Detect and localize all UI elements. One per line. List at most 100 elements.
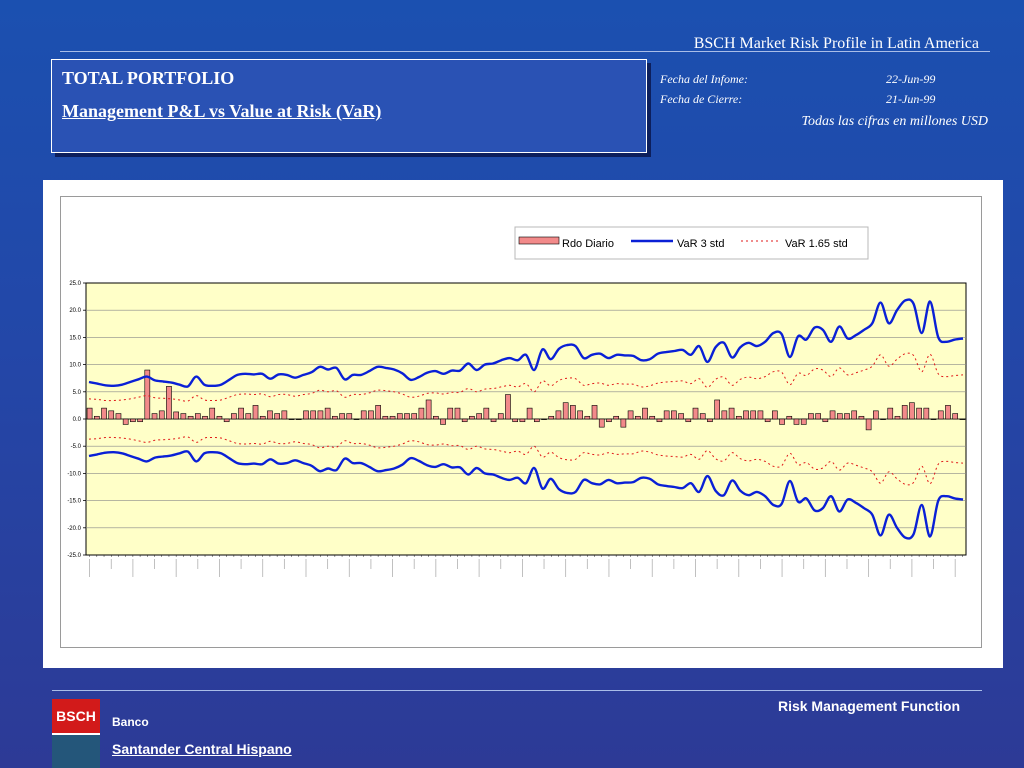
pnl-bar xyxy=(692,407,699,420)
pnl-bar xyxy=(880,418,886,420)
y-tick-label: -15.0 xyxy=(67,499,81,505)
pnl-bar xyxy=(368,410,374,420)
chart-frame: 25.0 20.0 15.0 10.0 5.0 0.0 -5.0 -10.0 -15.0 -20.… xyxy=(60,196,982,648)
legend-label-var3: VaR 3 std xyxy=(677,238,725,250)
page-subtitle: Management P&L vs Value at Risk (VaR) xyxy=(62,101,382,121)
pnl-bar xyxy=(591,405,598,420)
pnl-bar xyxy=(764,418,771,423)
pnl-bar xyxy=(288,418,295,420)
pnl-bar xyxy=(389,415,396,420)
pnl-bar xyxy=(735,415,742,420)
pnl-bar xyxy=(144,369,151,420)
pnl-bar xyxy=(101,407,107,420)
pnl-bar xyxy=(750,410,757,420)
pnl-bar xyxy=(425,399,432,420)
pnl-bar xyxy=(937,410,944,420)
pnl-bar xyxy=(404,413,410,420)
logo-text: BSCH xyxy=(52,699,100,733)
pnl-bar xyxy=(353,418,360,420)
pnl-bar xyxy=(844,413,850,420)
y-tick-label: 0.0 xyxy=(73,417,82,423)
pnl-bar xyxy=(714,399,720,420)
y-tick-label: 5.0 xyxy=(73,390,82,396)
pnl-bar xyxy=(245,413,252,420)
pnl-bar xyxy=(346,413,353,420)
y-tick-label: -10.0 xyxy=(67,471,81,477)
pnl-bar xyxy=(303,410,309,420)
pnl-bar xyxy=(800,418,807,425)
pnl-bar xyxy=(836,413,843,420)
pnl-bar xyxy=(238,407,244,420)
pnl-bar xyxy=(808,413,814,420)
units-note: Todas las cifras en millones USD xyxy=(801,114,988,129)
y-tick-label: -20.0 xyxy=(67,526,81,532)
page-title: TOTAL PORTFOLIO xyxy=(62,68,235,88)
pnl-bar xyxy=(577,410,583,420)
pnl-bar xyxy=(786,415,793,420)
y-tick-label: 25.0 xyxy=(69,281,81,287)
pnl-bar xyxy=(267,410,273,420)
pnl-bar xyxy=(209,407,216,420)
report-date-label: Fecha del Infome: xyxy=(660,72,748,86)
pnl-bar xyxy=(339,413,345,420)
pnl-bar xyxy=(642,407,648,420)
footer-divider xyxy=(52,690,982,691)
pnl-bar xyxy=(541,418,547,420)
pnl-bar xyxy=(613,415,619,420)
pnl-bar xyxy=(930,418,937,420)
pnl-bar xyxy=(923,407,930,420)
pnl-bar xyxy=(505,394,511,420)
pnl-bar xyxy=(671,410,677,420)
pnl-bar xyxy=(757,410,764,420)
bsch-logo: BSCH xyxy=(52,699,100,768)
pnl-bar xyxy=(858,415,865,420)
pnl-bar xyxy=(779,418,785,425)
pnl-bar xyxy=(86,407,93,420)
pnl-bar xyxy=(945,405,951,420)
pnl-bar xyxy=(620,418,627,428)
pnl-bar xyxy=(483,407,490,420)
close-date-value: 21-Jun-99 xyxy=(886,92,936,106)
pnl-bar xyxy=(122,418,129,425)
chart-panel: 25.0 20.0 15.0 10.0 5.0 0.0 -5.0 -10.0 -15.0 -20.… xyxy=(43,180,1003,668)
pnl-bar xyxy=(873,410,879,420)
pnl-bar xyxy=(332,415,338,420)
pnl-bar xyxy=(360,410,367,420)
pnl-bar xyxy=(952,413,959,420)
pnl-bar xyxy=(194,413,201,420)
pnl-bar xyxy=(570,405,576,420)
report-info: Fecha del Infome: 22-Jun-99 Fecha de Cie… xyxy=(660,72,990,129)
pnl-bar xyxy=(909,402,915,420)
pnl-bar xyxy=(526,407,533,420)
pnl-bar xyxy=(656,418,663,423)
pnl-bar xyxy=(223,418,230,423)
pnl-bar xyxy=(166,386,172,420)
pnl-bar xyxy=(678,413,684,420)
pnl-bar xyxy=(721,410,728,420)
pnl-bar xyxy=(382,415,389,420)
bank-name: Santander Central Hispano xyxy=(112,741,292,757)
pnl-bar xyxy=(115,413,122,420)
var165-lower-line xyxy=(88,436,964,486)
pnl-bar xyxy=(259,415,266,420)
pnl-bar xyxy=(202,415,208,420)
pnl-bar xyxy=(793,418,800,425)
pnl-bar xyxy=(317,410,324,420)
y-tick-label: -5.0 xyxy=(71,444,82,450)
y-tick-label: -25.0 xyxy=(67,553,81,559)
pnl-bar xyxy=(490,418,497,423)
footer-function-label: Risk Management Function xyxy=(777,698,960,714)
pnl-bar xyxy=(887,407,894,420)
pnl-bar xyxy=(252,405,259,420)
y-tick-label: 20.0 xyxy=(69,308,81,314)
pnl-bar xyxy=(158,410,165,420)
pnl-bar xyxy=(151,413,158,420)
pnl-bar xyxy=(728,407,735,420)
pnl-bar xyxy=(433,415,439,420)
pnl-bar xyxy=(649,415,656,420)
pnl-bar xyxy=(447,407,454,420)
pnl-bar xyxy=(916,407,922,420)
pnl-bar xyxy=(606,418,612,423)
pnl-bar xyxy=(699,413,706,420)
legend xyxy=(514,226,869,260)
